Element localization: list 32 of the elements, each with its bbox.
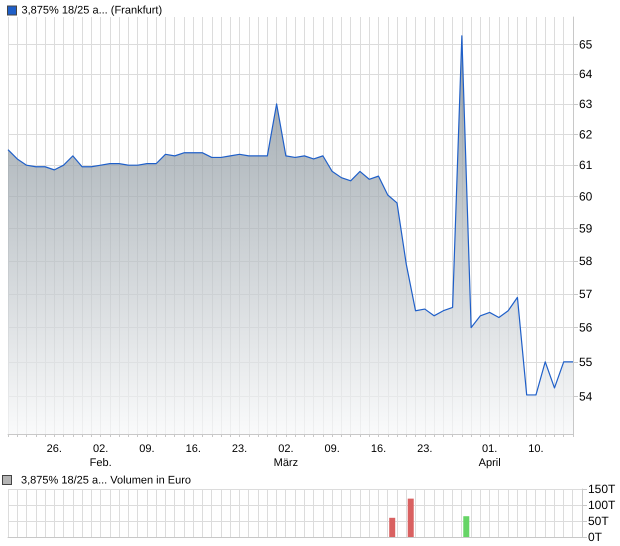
y-tick-label: 54	[579, 390, 593, 404]
x-tick-label: 01. April	[478, 443, 501, 469]
text: 3,875% 18/25 a... Volumen in Euro	[21, 474, 192, 486]
y-tick-label: 55	[579, 354, 593, 369]
y-tick-label: 63	[579, 96, 593, 111]
x-tick-label: 10.	[528, 443, 544, 455]
x-tick-label: 02. Feb.	[90, 443, 112, 469]
x-tick-label: 16.	[370, 443, 386, 455]
x-tick-label: 16.	[186, 443, 201, 455]
bar	[389, 518, 396, 537]
y-tick-label: 58	[579, 254, 593, 268]
y-tick-label: 59	[579, 222, 593, 236]
y-tick-label: 62	[579, 127, 593, 142]
x-tick-label: 09.	[139, 443, 155, 455]
x-tick-label: 23.	[232, 443, 248, 455]
bar	[408, 498, 414, 537]
y-tick-label: 65	[579, 38, 593, 52]
y-tick-label: 150T	[588, 482, 616, 496]
legend-label: 3,875% 18/25 a... (Frankfurt)	[22, 4, 162, 16]
x-tick-label: 26.	[46, 443, 62, 455]
x-tick-label: 23.	[417, 443, 432, 455]
y-tick-label: 61	[579, 158, 593, 172]
y-tick-label: 100T	[588, 498, 616, 512]
x-tick-label: 02. März	[274, 443, 298, 469]
y-tick-label: 64	[579, 67, 593, 82]
y-tick-label: 56	[579, 320, 593, 335]
y-tick-label: 50T	[588, 514, 610, 528]
y-tick-label: 60	[579, 190, 593, 204]
y-tick-label: 57	[579, 287, 593, 302]
bar	[463, 516, 470, 537]
y-tick-label: 0T	[588, 530, 603, 544]
x-tick-label: 09.	[324, 443, 340, 455]
